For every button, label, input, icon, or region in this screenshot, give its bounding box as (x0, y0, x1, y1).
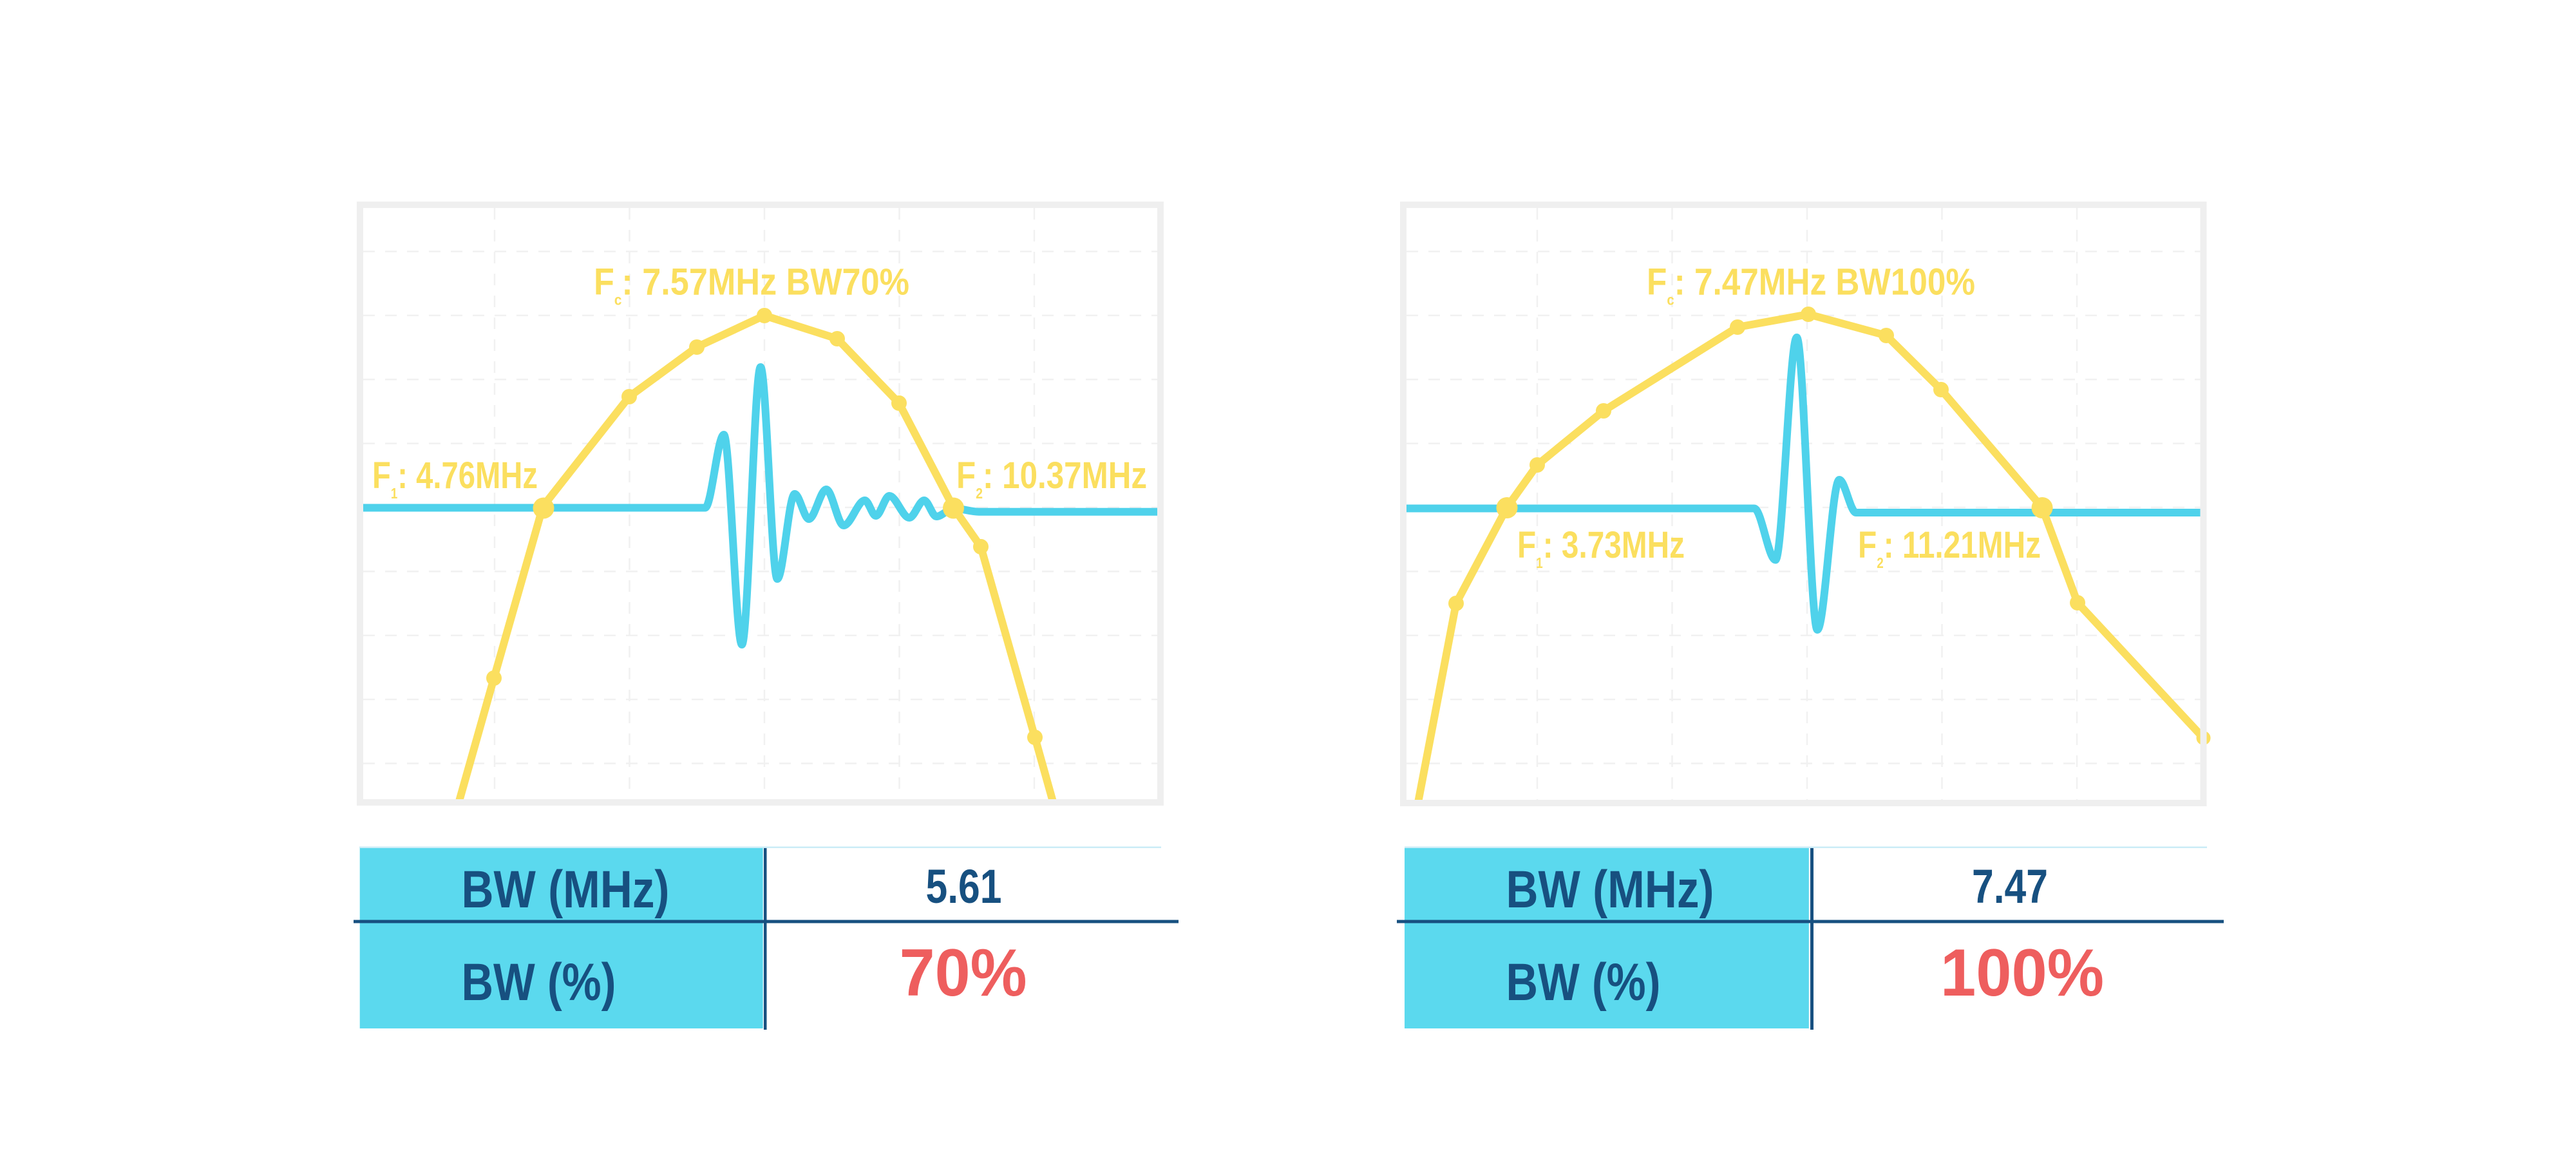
svg-text:BW (%): BW (%) (462, 953, 616, 1012)
svg-text:BW (%): BW (%) (1506, 953, 1661, 1012)
svg-text:70%: 70% (900, 936, 1027, 1010)
svg-text:F1: 3.73MHz: F1: 3.73MHz (1517, 524, 1685, 571)
svg-text:BW (MHz): BW (MHz) (1506, 860, 1714, 919)
svg-text:F2: 10.37MHz: F2: 10.37MHz (956, 455, 1147, 502)
svg-text:5.61: 5.61 (926, 860, 1002, 913)
svg-text:7.47: 7.47 (1972, 860, 2048, 913)
svg-text:Fc: 7.47MHz BW100%: Fc: 7.47MHz BW100% (1647, 261, 1975, 308)
svg-text:F1: 4.76MHz: F1: 4.76MHz (372, 455, 538, 502)
svg-text:100%: 100% (1940, 936, 2104, 1010)
svg-text:BW (MHz): BW (MHz) (462, 860, 670, 919)
svg-text:F2: 11.21MHz: F2: 11.21MHz (1858, 524, 2041, 571)
svg-text:Fc: 7.57MHz BW70%: Fc: 7.57MHz BW70% (594, 261, 909, 308)
